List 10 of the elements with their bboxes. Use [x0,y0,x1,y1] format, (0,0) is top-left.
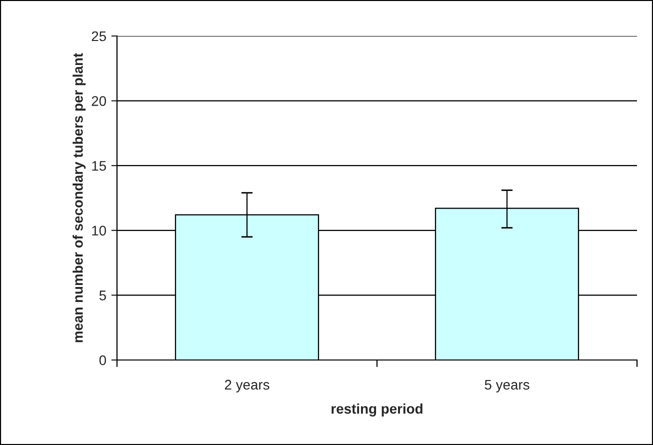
y-tick-label: 15 [92,161,106,171]
y-tick-label: 20 [92,96,106,106]
x-tick-label: 5 years [484,380,530,392]
x-tick-label: 2 years [224,380,270,392]
x-axis-title: resting period [332,404,422,417]
y-tick-label: 0 [99,355,106,366]
y-tick-label: 10 [92,226,106,236]
y-tick-label: 5 [99,290,106,300]
y-tick-label: 25 [92,31,106,42]
y-axis-title: mean number of secondary tubers per plant [72,53,86,342]
